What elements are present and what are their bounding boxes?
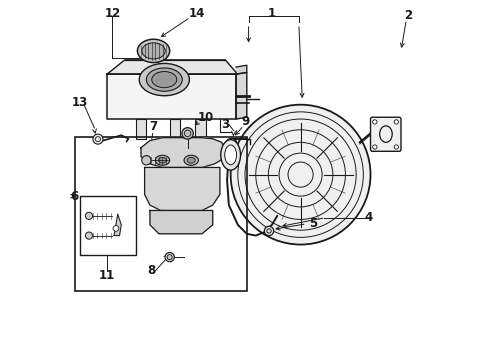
Polygon shape: [150, 211, 213, 234]
Circle shape: [182, 128, 194, 139]
Text: 8: 8: [147, 264, 155, 277]
Bar: [195, 119, 205, 139]
Text: 4: 4: [365, 211, 373, 224]
Bar: [80, 196, 136, 255]
Text: 13: 13: [71, 96, 87, 109]
Text: 1: 1: [268, 7, 276, 20]
Polygon shape: [145, 167, 220, 211]
Circle shape: [165, 252, 174, 262]
Bar: [136, 119, 147, 139]
Bar: [74, 137, 247, 291]
Text: 5: 5: [309, 217, 317, 230]
Circle shape: [394, 145, 398, 149]
Polygon shape: [141, 138, 225, 167]
Circle shape: [373, 120, 377, 124]
Text: 9: 9: [242, 116, 250, 129]
Text: 11: 11: [99, 269, 115, 282]
Circle shape: [231, 105, 370, 244]
Circle shape: [142, 156, 151, 165]
Circle shape: [93, 134, 103, 144]
Ellipse shape: [142, 43, 165, 59]
Text: 2: 2: [404, 9, 412, 22]
Circle shape: [85, 232, 93, 239]
Polygon shape: [236, 72, 247, 119]
Ellipse shape: [147, 68, 182, 91]
Ellipse shape: [155, 155, 170, 165]
Bar: [170, 119, 180, 140]
Circle shape: [265, 226, 274, 235]
FancyBboxPatch shape: [370, 117, 401, 151]
Polygon shape: [107, 60, 236, 74]
Ellipse shape: [184, 155, 198, 165]
Text: 6: 6: [70, 190, 78, 203]
Ellipse shape: [221, 140, 241, 170]
Text: 3: 3: [221, 118, 229, 131]
Ellipse shape: [159, 157, 167, 163]
Ellipse shape: [137, 39, 170, 63]
Text: 12: 12: [104, 7, 121, 20]
Polygon shape: [114, 214, 122, 235]
Ellipse shape: [225, 145, 237, 165]
Circle shape: [85, 212, 93, 220]
Text: 14: 14: [188, 8, 205, 21]
Text: 10: 10: [197, 111, 214, 124]
Ellipse shape: [152, 72, 177, 87]
Circle shape: [373, 145, 377, 149]
Ellipse shape: [139, 63, 190, 96]
Circle shape: [225, 138, 237, 150]
Circle shape: [394, 120, 398, 124]
Ellipse shape: [187, 157, 195, 163]
Circle shape: [113, 226, 119, 231]
Polygon shape: [236, 65, 247, 74]
Polygon shape: [107, 74, 236, 119]
Text: 7: 7: [149, 121, 158, 134]
